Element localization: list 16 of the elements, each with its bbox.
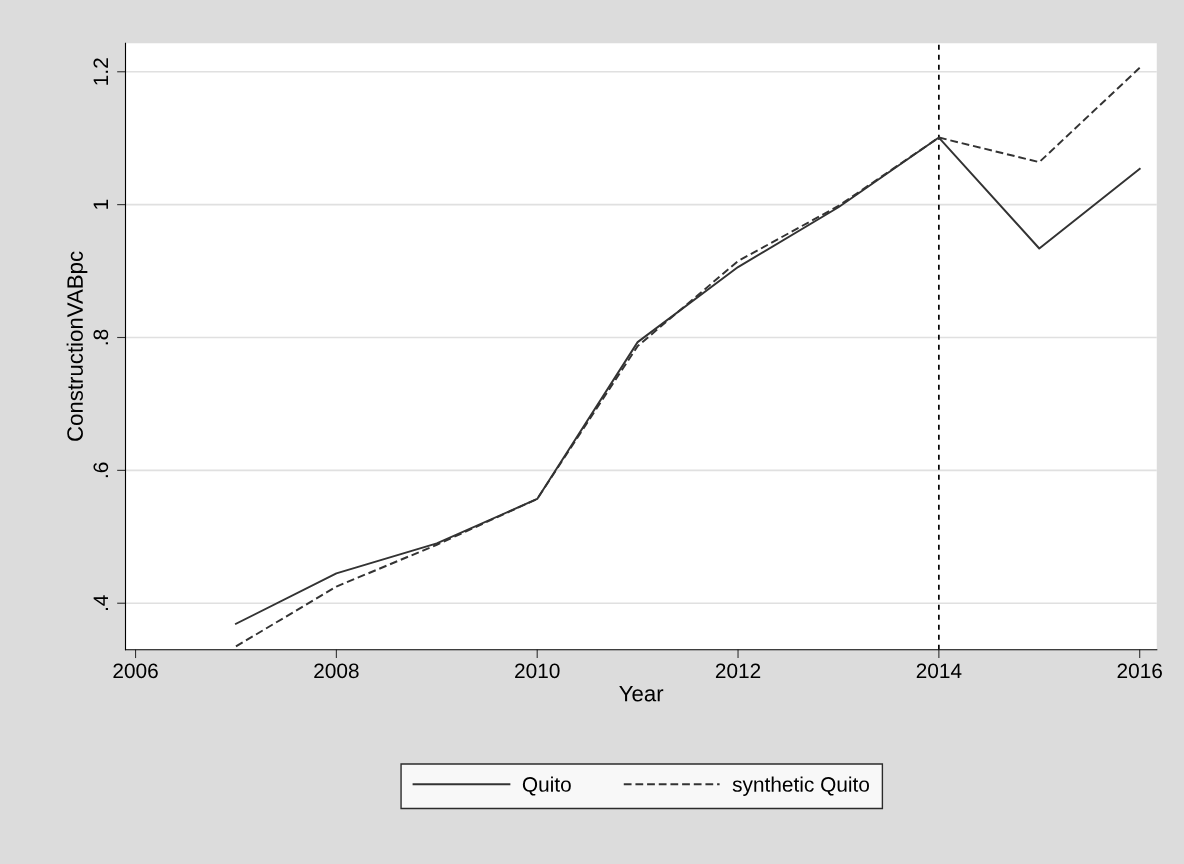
y-tick-label: .4 (93, 595, 108, 611)
x-tick-label: 2014 (916, 663, 962, 679)
x-axis-title: Year (619, 685, 664, 702)
y-tick-label: .6 (93, 462, 109, 478)
x-tick-label: 2016 (1117, 663, 1162, 679)
x-tick-label: 2006 (113, 663, 158, 679)
y-tick-label: .8 (93, 329, 109, 345)
x-tick-label: 2012 (715, 663, 761, 679)
y-tick-label: 1.2 (93, 58, 108, 85)
x-tick-label: 2008 (314, 663, 359, 679)
line-series (234, 66, 1141, 648)
legend-label: synthetic Quito (732, 776, 870, 796)
legend-label: Quito (522, 776, 571, 796)
y-tick-label: 1 (93, 199, 108, 209)
y-axis-title: ConstructionVABpc (66, 251, 88, 441)
x-tick-label: 2010 (515, 663, 560, 679)
